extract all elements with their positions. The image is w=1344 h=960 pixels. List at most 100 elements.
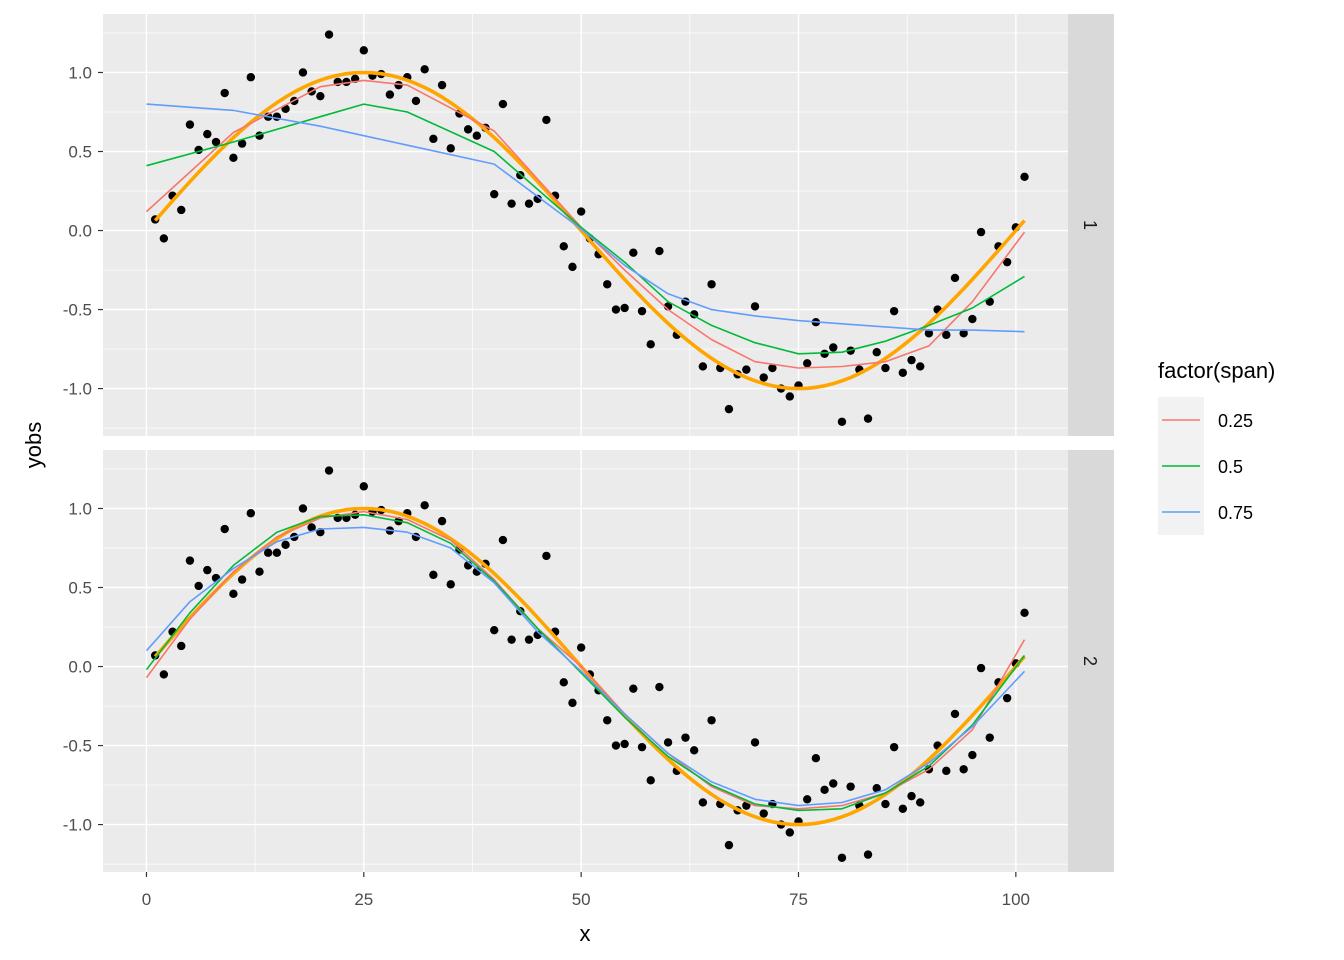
y-tick-label: -0.5	[63, 301, 92, 320]
y-tick-label: -0.5	[63, 737, 92, 756]
data-point	[898, 804, 908, 813]
legend-entry-0_5: 0.5	[1158, 443, 1243, 489]
data-point	[959, 765, 968, 774]
data-point	[568, 698, 577, 708]
data-point	[611, 741, 621, 750]
loess-line-span-0_75	[146, 103, 1025, 333]
data-point	[498, 535, 508, 545]
points-facet-1	[150, 30, 1029, 426]
data-point	[655, 246, 664, 256]
data-point	[603, 716, 612, 725]
facet-strip-label: 2	[1080, 656, 1100, 666]
y-tick-label: 0.0	[68, 658, 92, 677]
strip-background	[1068, 450, 1114, 872]
data-point	[785, 392, 795, 401]
data-point	[237, 575, 247, 584]
data-point	[968, 750, 977, 760]
data-point	[446, 580, 455, 589]
data-point	[637, 742, 647, 752]
data-point	[559, 242, 568, 251]
data-point	[976, 663, 986, 673]
y-tick-label: 0.0	[68, 222, 92, 241]
data-point	[802, 795, 812, 804]
data-point	[959, 329, 968, 338]
data-point	[707, 280, 716, 289]
data-point	[907, 791, 916, 801]
data-point	[924, 329, 934, 338]
data-point	[542, 551, 551, 561]
data-point	[211, 137, 221, 147]
data-point	[359, 46, 369, 55]
data-point	[750, 738, 760, 747]
data-point	[872, 348, 881, 357]
data-point	[689, 746, 699, 755]
data-point	[889, 742, 899, 752]
data-point	[498, 99, 508, 109]
data-point	[542, 115, 551, 125]
data-point	[811, 754, 821, 763]
data-point	[385, 90, 395, 99]
data-point	[576, 643, 586, 652]
data-point	[159, 234, 169, 243]
legend-title: factor(span)	[1158, 358, 1275, 383]
data-point	[420, 65, 429, 74]
data-point	[698, 798, 708, 807]
x-tick-label: 25	[354, 890, 373, 909]
loess-line-span-0_25	[145, 79, 1026, 369]
panels	[103, 14, 1068, 872]
y-tick-label: 1.0	[68, 499, 92, 518]
data-point	[411, 96, 421, 106]
data-point	[237, 139, 247, 148]
data-point	[759, 809, 768, 818]
data-point	[316, 91, 325, 101]
data-point	[820, 349, 829, 359]
facet-strip-2: 2	[1068, 450, 1114, 872]
legend-label: 0.5	[1218, 457, 1243, 477]
data-point	[420, 501, 429, 510]
x-axis-title: x	[580, 921, 591, 946]
data-point	[620, 303, 629, 313]
data-point	[976, 227, 986, 237]
loess-line-span-0_25	[145, 510, 1026, 810]
data-point	[220, 524, 229, 534]
legend: 0.25 0.5 0.75	[1158, 397, 1253, 535]
data-point	[1002, 257, 1012, 267]
data-point	[272, 548, 282, 557]
data-point	[837, 853, 847, 862]
data-point	[472, 131, 482, 140]
data-point	[681, 733, 690, 742]
data-point	[490, 625, 499, 635]
y-axis-title: yobs	[21, 422, 46, 468]
data-point	[768, 363, 777, 373]
data-point	[507, 199, 516, 208]
data-point	[950, 709, 960, 719]
data-point	[1002, 693, 1012, 703]
data-point	[637, 306, 647, 316]
data-point	[742, 365, 751, 374]
data-point	[159, 670, 169, 679]
data-point	[324, 466, 334, 475]
data-point	[298, 68, 308, 77]
data-point	[724, 404, 734, 414]
data-point	[863, 414, 873, 423]
y-tick-label: -1.0	[63, 816, 92, 835]
data-point	[255, 567, 264, 576]
data-point	[281, 540, 290, 550]
data-point	[968, 314, 977, 324]
data-point	[524, 199, 534, 208]
data-point	[898, 368, 908, 377]
facet-strip-label: 1	[1080, 220, 1100, 230]
data-point	[846, 782, 855, 791]
data-point	[272, 112, 282, 121]
data-point	[750, 302, 760, 311]
data-point	[533, 194, 542, 204]
data-point	[863, 850, 873, 859]
legend-entry-0_25: 0.25	[1158, 397, 1253, 443]
x-tick-label: 75	[789, 890, 808, 909]
axes: -1.0 -0.5 0.0 0.5 1.0 -1.0 -0.5 0.0 0.5 1.0 0 25 50 7…	[63, 63, 1030, 909]
data-point	[1020, 608, 1029, 617]
data-point	[298, 504, 308, 513]
facet-strips: 12	[1068, 14, 1114, 872]
facet-strip-1: 1	[1068, 14, 1114, 436]
